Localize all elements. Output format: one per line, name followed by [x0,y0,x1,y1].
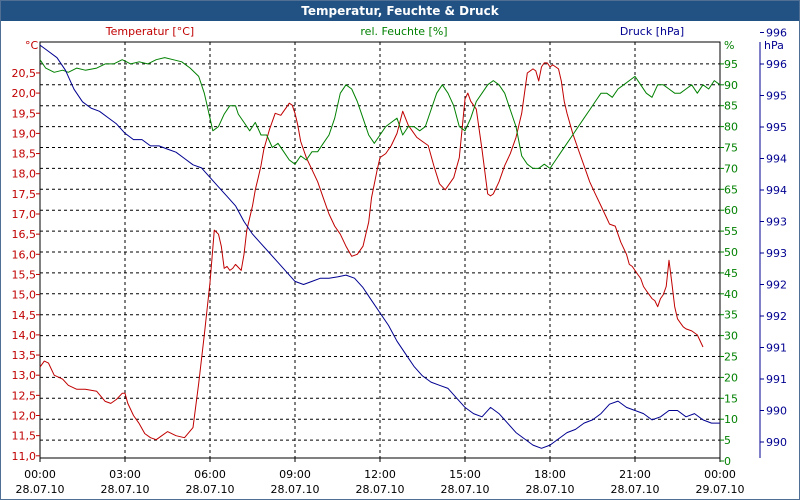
temperature-tick-label: 20,0 [12,87,37,100]
humidity-tick-label: 85 [724,100,738,113]
x-tick-time: 12:00 [364,468,396,481]
temperature-tick-label: 14,0 [12,329,37,342]
x-tick-date: 28.07.10 [611,483,660,496]
humidity-tick-label: 25 [724,351,738,364]
series-line-humidity [39,57,721,169]
humidity-tick-label: 55 [724,225,738,238]
pressure-tick-label: 991 [766,342,787,355]
humidity-tick-label: 95 [724,58,738,71]
temperature-tick-label: 19,5 [12,107,37,120]
humidity-tick-label: 10 [724,413,738,426]
axis-lines [36,32,764,462]
humidity-tick-label: 65 [724,183,738,196]
humidity-tick-label: 45 [724,267,738,280]
humidity-tick-label: 30 [724,330,738,343]
pressure-tick-label: 996 [766,27,787,40]
x-tick-time: 21:00 [619,468,651,481]
pressure-axis-title: Druck [hPa] [620,25,684,38]
x-tick-date: 28.07.10 [271,483,320,496]
x-tick-date: 28.07.10 [441,483,490,496]
temperature-unit-label: °C [25,39,39,52]
x-tick-date: 28.07.10 [356,483,405,496]
humidity-tick-label: 90 [724,79,738,92]
temperature-tick-label: 11,5 [12,430,37,443]
pressure-tick-label: 992 [766,310,787,323]
pressure-tick-label: 990 [766,405,787,418]
temperature-tick-label: 15,0 [12,289,37,302]
humidity-unit-label: % [724,39,734,52]
x-tick-time: 15:00 [449,468,481,481]
series-layer [39,44,721,449]
temperature-tick-label: 16,5 [12,228,37,241]
axis-labels: 00:00 28.07.10 03:00 28.07.10 06:00 28.07.10 0… [12,25,788,496]
temperature-tick-label: 18,0 [12,168,37,181]
humidity-tick-label: 0 [724,455,731,468]
x-tick-time: 09:00 [279,468,311,481]
x-tick-date: 29.07.10 [696,483,745,496]
humidity-tick-label: 50 [724,246,738,259]
humidity-tick-label: 20 [724,371,738,384]
pressure-tick-label: 995 [766,90,787,103]
pressure-tick-label: 992 [766,279,787,292]
temperature-tick-label: 20,5 [12,67,37,80]
pressure-tick-label: 994 [766,184,787,197]
temperature-tick-label: 15,5 [12,268,37,281]
temperature-tick-label: 12,5 [12,389,37,402]
humidity-tick-label: 5 [724,434,731,447]
series-line-temperature [39,62,704,441]
temperature-tick-label: 18,5 [12,148,37,161]
temperature-tick-label: 14,5 [12,309,37,322]
humidity-axis-title: rel. Feuchte [%] [360,25,447,38]
x-tick-time: 06:00 [194,468,226,481]
temperature-axis-title: Temperatur [°C] [105,25,194,38]
temperature-tick-label: 19,0 [12,127,37,140]
temperature-tick-label: 13,0 [12,369,37,382]
x-tick-time: 00:00 [24,468,56,481]
x-tick-date: 28.07.10 [186,483,235,496]
x-tick-date: 28.07.10 [526,483,575,496]
x-tick-time: 03:00 [109,468,141,481]
pressure-tick-label: 993 [766,216,787,229]
x-tick-time: 00:00 [704,468,736,481]
humidity-tick-label: 60 [724,204,738,217]
x-tick-date: 28.07.10 [16,483,65,496]
temperature-tick-label: 13,5 [12,349,37,362]
temperature-tick-label: 17,5 [12,188,37,201]
x-tick-time: 18:00 [534,468,566,481]
temperature-tick-label: 12,0 [12,410,37,423]
pressure-tick-label: 994 [766,153,787,166]
temperature-tick-label: 17,0 [12,208,37,221]
pressure-tick-label: 990 [766,436,787,449]
humidity-tick-label: 75 [724,142,738,155]
temperature-tick-label: 11,0 [12,450,37,463]
series-line-pressure [39,44,720,449]
pressure-tick-label: 996 [766,58,787,71]
pressure-tick-label: 993 [766,247,787,260]
grid-lines [40,42,720,458]
humidity-tick-label: 70 [724,162,738,175]
humidity-tick-label: 40 [724,288,738,301]
humidity-tick-label: 15 [724,392,738,405]
x-tick-date: 28.07.10 [101,483,150,496]
pressure-tick-label: 995 [766,121,787,134]
pressure-unit-label: hPa [764,39,784,52]
chart-title: Temperatur, Feuchte & Druck [1,1,799,21]
humidity-tick-label: 80 [724,121,738,134]
temperature-tick-label: 16,0 [12,248,37,261]
humidity-tick-label: 35 [724,309,738,322]
pressure-tick-label: 991 [766,373,787,386]
